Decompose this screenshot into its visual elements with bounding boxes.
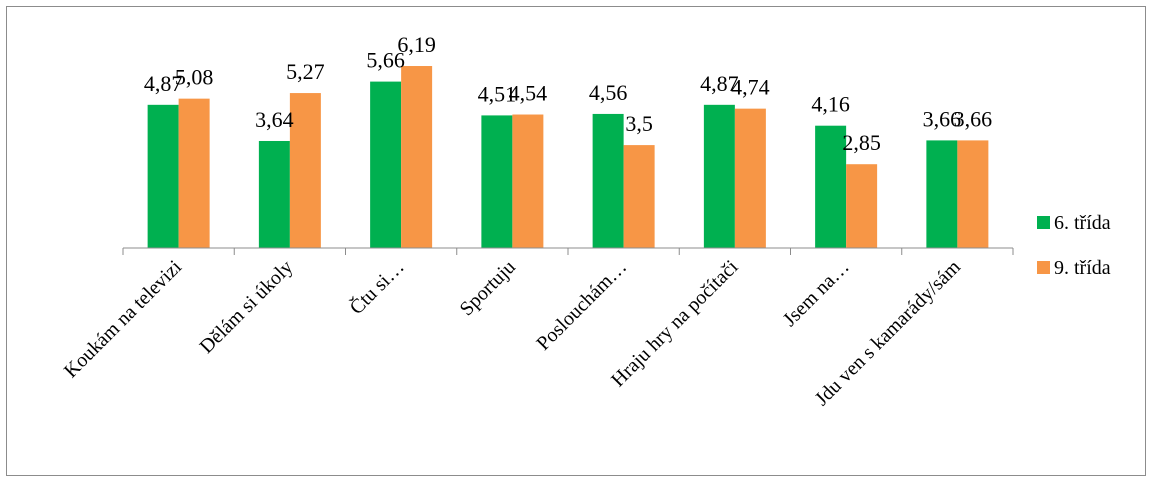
x-tick-label: Sportuju xyxy=(456,256,520,320)
bar-chart: 4,875,083,645,27 5,666,194,514,54 4,563,54… xyxy=(60,32,1111,411)
chart-frame: 4,87 5,08 3,64 5,27 5,66 6,19 4,51 4,54 4,56 3,5 4… xyxy=(6,6,1146,476)
x-tick-label: Hraju hry na počítači xyxy=(607,256,743,392)
data-label: 3,66 xyxy=(923,106,962,131)
bars-layer xyxy=(147,66,989,249)
bar-series1 xyxy=(815,125,847,248)
data-label: 3,66 xyxy=(954,106,993,131)
data-label: 4,87 xyxy=(144,71,183,96)
category-labels-layer: Koukám na televizi Dělám si úkoly Čtu si… S… xyxy=(60,255,965,411)
bar-series2 xyxy=(734,108,766,248)
data-label: 4,16 xyxy=(811,92,850,117)
legend-label: 9. třída xyxy=(1054,257,1111,279)
data-label: 2,85 xyxy=(842,130,881,155)
x-tick-label: Čtu si… xyxy=(344,255,409,320)
data-label: 3,64 xyxy=(255,107,294,132)
data-label: 4,54 xyxy=(509,81,548,106)
data-label: 4,87 xyxy=(700,71,739,96)
data-label: 3,5 xyxy=(625,111,653,136)
legend-label: 6. třída xyxy=(1054,212,1111,234)
legend-swatch xyxy=(1037,261,1050,274)
x-ticks-layer xyxy=(122,248,1014,255)
data-label: 4,51 xyxy=(478,81,517,106)
bar-series1 xyxy=(481,115,513,248)
bar-series1 xyxy=(370,81,402,248)
data-label: 4,74 xyxy=(731,75,770,100)
bar-series2 xyxy=(846,164,878,248)
bar-series1 xyxy=(926,140,958,248)
legend: 6. třída 9. třída xyxy=(1037,212,1111,279)
bar-series2 xyxy=(401,66,433,248)
data-label: 6,19 xyxy=(397,32,436,57)
bar-series2 xyxy=(957,140,989,248)
bar-series2 xyxy=(178,98,210,248)
bar-series2 xyxy=(623,145,655,248)
x-tick-label: Koukám na televizi xyxy=(60,256,187,383)
legend-swatch xyxy=(1037,216,1050,229)
bar-series1 xyxy=(592,113,624,248)
bar-series2 xyxy=(512,114,544,248)
bar-series1 xyxy=(703,104,735,249)
x-tick-label: Poslouchám… xyxy=(532,256,631,355)
bar-series1 xyxy=(147,104,179,249)
data-label: 5,66 xyxy=(366,48,405,73)
x-tick-label: Dělám si úkoly xyxy=(195,256,297,358)
data-label: 4,56 xyxy=(589,80,628,105)
x-tick-label: Jsem na… xyxy=(779,256,854,331)
bar-series1 xyxy=(258,140,290,248)
data-label: 5,08 xyxy=(175,65,214,90)
data-label: 5,27 xyxy=(286,59,325,84)
bar-series2 xyxy=(289,93,321,248)
value-labels-layer: 4,875,083,645,27 5,666,194,514,54 4,563,54… xyxy=(144,32,992,155)
